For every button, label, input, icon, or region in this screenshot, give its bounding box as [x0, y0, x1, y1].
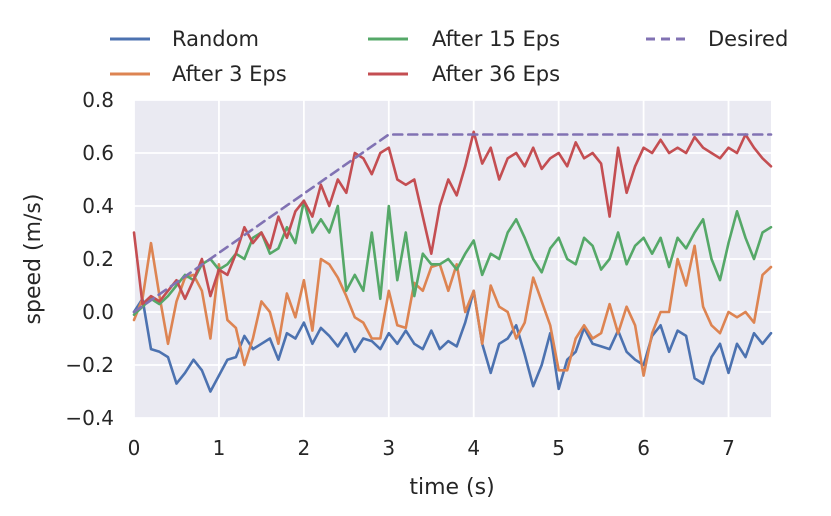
y-tick-label: 0.0: [82, 300, 114, 324]
x-tick-label: 1: [213, 436, 226, 460]
x-axis-label: time (s): [409, 475, 494, 500]
y-axis-label: speed (m/s): [21, 194, 46, 325]
x-tick-label: 7: [722, 436, 735, 460]
y-tick-label: 0.4: [82, 194, 114, 218]
legend-entry-desired: Desired: [646, 27, 788, 51]
legend-entry-random: Random: [110, 27, 259, 51]
legend-label-random: Random: [172, 27, 259, 51]
x-tick-label: 2: [297, 436, 310, 460]
x-tick-label: 5: [552, 436, 565, 460]
legend-entry-after-36-eps: After 36 Eps: [368, 62, 560, 86]
x-tick-label: 4: [467, 436, 480, 460]
y-tick-label: −0.4: [65, 406, 114, 430]
series-line-after-36-eps: [132, 130, 773, 306]
series-lines: [132, 130, 773, 393]
x-tick-label: 3: [382, 436, 395, 460]
series-line-after-3-eps: [132, 241, 773, 377]
y-tick-label: −0.2: [65, 353, 114, 377]
series-line-after-15-eps: [132, 199, 773, 317]
legend-label-after-3-eps: After 3 Eps: [172, 62, 287, 86]
x-tick-label: 6: [637, 436, 650, 460]
y-tick-label: 0.6: [82, 141, 114, 165]
y-tick-label: 0.2: [82, 247, 114, 271]
legend-entry-after-15-eps: After 15 Eps: [368, 27, 560, 51]
tick-labels: 0 1 2 3 4 5 6 7 −0.4 −0.2 0.0 0.2 0.4 0.6 0.8: [65, 88, 734, 460]
legend-label-after-36-eps: After 36 Eps: [432, 62, 560, 86]
legend-label-after-15-eps: After 15 Eps: [432, 27, 560, 51]
legend: Random After 3 Eps After 15 Eps After 36…: [110, 27, 788, 86]
x-tick-label: 0: [128, 436, 141, 460]
legend-entry-after-3-eps: After 3 Eps: [110, 62, 287, 86]
legend-label-desired: Desired: [708, 27, 788, 51]
y-tick-label: 0.8: [82, 88, 114, 112]
